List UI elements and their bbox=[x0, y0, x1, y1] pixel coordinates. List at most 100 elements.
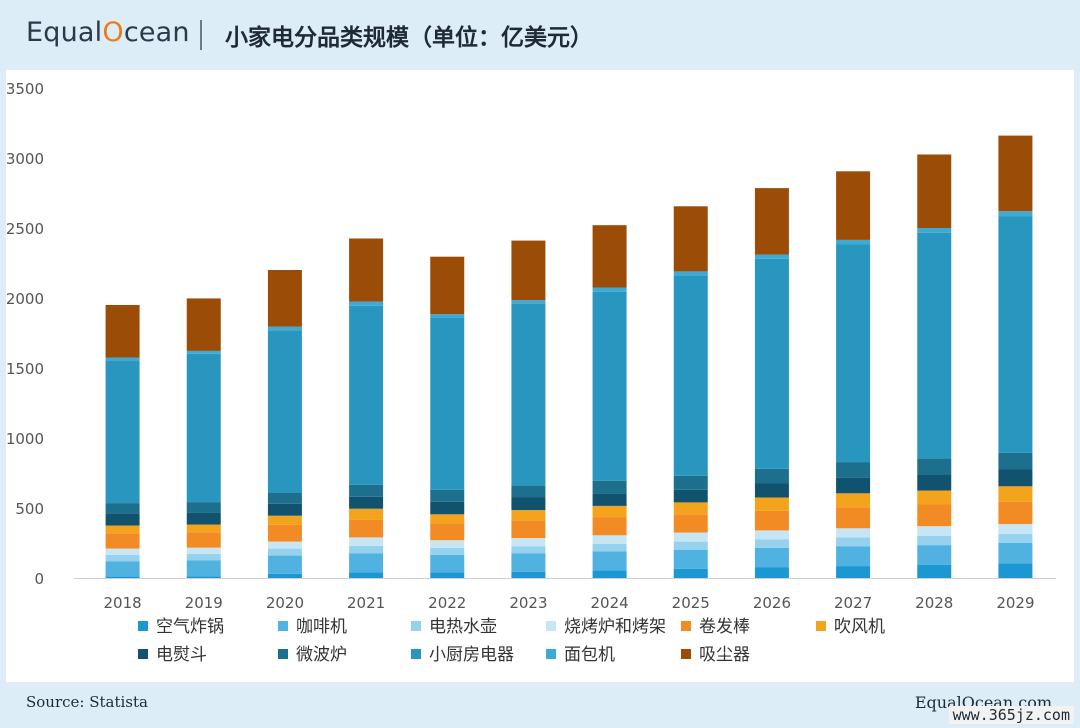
bar-segment bbox=[998, 211, 1033, 217]
header-bar: EqualOcean 小家电分品类规模（单位：亿美元） bbox=[0, 0, 1080, 70]
bar-segment bbox=[186, 532, 221, 548]
bar-segment bbox=[186, 547, 221, 554]
bar-segment bbox=[836, 528, 871, 538]
y-tick-label: 1500 bbox=[6, 360, 44, 378]
bar-segment bbox=[998, 563, 1033, 578]
y-tick-label: 3500 bbox=[6, 80, 44, 98]
bar-segment bbox=[592, 535, 627, 544]
legend-swatch bbox=[278, 621, 288, 631]
bar-segment bbox=[430, 554, 465, 573]
bar-segment bbox=[673, 550, 708, 569]
bar-segment bbox=[267, 548, 302, 556]
bar-segment bbox=[511, 303, 546, 486]
bar-segment bbox=[836, 537, 871, 547]
bar-segment bbox=[673, 271, 708, 276]
bar-segment bbox=[349, 545, 384, 554]
bar-segment bbox=[430, 317, 465, 490]
bar-segment bbox=[754, 567, 789, 578]
bar-segment bbox=[349, 305, 384, 485]
bar-segment bbox=[592, 543, 627, 552]
bar-segment bbox=[349, 484, 384, 497]
bar-segment bbox=[267, 326, 302, 331]
bar-segment bbox=[673, 475, 708, 490]
bar-segment bbox=[998, 216, 1033, 453]
bar-segment bbox=[673, 275, 708, 476]
bar-segment bbox=[267, 492, 302, 504]
x-tick-label: 2024 bbox=[590, 594, 628, 612]
bar-segment bbox=[917, 154, 952, 228]
bar-segment bbox=[592, 505, 627, 518]
bar-segment bbox=[592, 291, 627, 481]
bar-segment bbox=[592, 517, 627, 536]
bar-segment bbox=[349, 537, 384, 546]
bar-segment bbox=[592, 480, 627, 494]
bar-segment bbox=[105, 561, 140, 577]
bar-segment bbox=[917, 564, 952, 578]
bar-segment bbox=[267, 555, 302, 574]
bar-segment bbox=[430, 572, 465, 578]
legend-label: 烧烤炉和烤架 bbox=[564, 617, 666, 637]
y-tick-label: 2500 bbox=[6, 220, 44, 238]
bar-segment bbox=[998, 469, 1033, 487]
bar-segment bbox=[754, 483, 789, 498]
bar-segment bbox=[754, 539, 789, 548]
x-tick-label: 2019 bbox=[185, 594, 223, 612]
bar-segment bbox=[754, 530, 789, 540]
legend-swatch bbox=[681, 621, 691, 631]
bar-segment bbox=[511, 240, 546, 301]
chart-panel: 0 500 1000 1500 2000 2500 3000 3500 2018 2019 2020… bbox=[6, 70, 1074, 682]
bar-segment bbox=[511, 300, 546, 304]
bar-segment bbox=[673, 489, 708, 503]
bar-segment bbox=[349, 519, 384, 538]
legend-swatch bbox=[546, 649, 556, 659]
bar-segment bbox=[836, 244, 871, 463]
bar-segment bbox=[998, 543, 1033, 564]
bar-segment bbox=[998, 135, 1033, 212]
bar-segment bbox=[105, 360, 140, 504]
y-tick-label: 500 bbox=[15, 500, 44, 518]
bar-segment bbox=[836, 507, 871, 529]
legend-swatch bbox=[816, 621, 826, 631]
bar-segment bbox=[917, 536, 952, 546]
bar-segment bbox=[836, 546, 871, 567]
bar-segment bbox=[836, 566, 871, 578]
legend-swatch bbox=[681, 649, 691, 659]
bar-segment bbox=[836, 477, 871, 494]
bar-segment bbox=[998, 452, 1033, 470]
bar-segment bbox=[430, 314, 465, 318]
bar-segment bbox=[836, 462, 871, 478]
bar-segment bbox=[186, 524, 221, 533]
bar-segment bbox=[105, 503, 140, 514]
legend-swatch bbox=[411, 649, 421, 659]
footer-bar: Source: Statista EqualOcean.com www.365j… bbox=[0, 682, 1080, 728]
bar-segment bbox=[917, 504, 952, 527]
y-tick-label: 0 bbox=[34, 570, 44, 588]
x-tick-label: 2025 bbox=[672, 594, 710, 612]
stacked-bar-chart: 0 500 1000 1500 2000 2500 3000 3500 2018 2019 2020… bbox=[6, 80, 1056, 665]
legend-label: 吹风机 bbox=[834, 617, 885, 637]
bar-segment bbox=[754, 510, 789, 531]
bar-segment bbox=[673, 206, 708, 272]
equalocean-logo: EqualOcean bbox=[26, 17, 190, 48]
header-divider bbox=[200, 20, 202, 50]
legend-label: 卷发棒 bbox=[699, 617, 750, 637]
bar-segment bbox=[430, 256, 465, 315]
legend-label: 吸尘器 bbox=[699, 645, 750, 665]
bar-segment bbox=[836, 493, 871, 508]
chart-title: 小家电分品类规模（单位：亿美元） bbox=[225, 25, 593, 51]
x-tick-label: 2023 bbox=[509, 594, 547, 612]
legend-swatch bbox=[546, 621, 556, 631]
bar-segment bbox=[105, 554, 140, 562]
bar-segment bbox=[511, 520, 546, 539]
bar-segment bbox=[430, 514, 465, 524]
bar-segment bbox=[267, 515, 302, 525]
bar-segment bbox=[186, 553, 221, 561]
bar-segment bbox=[186, 576, 221, 578]
bar-segment bbox=[754, 497, 789, 511]
bar-segment bbox=[754, 254, 789, 259]
bar-segment bbox=[998, 524, 1033, 534]
bar-segment bbox=[186, 560, 221, 577]
legend-label: 空气炸锅 bbox=[156, 617, 224, 637]
bar-segment bbox=[673, 541, 708, 550]
legend-swatch bbox=[138, 649, 148, 659]
